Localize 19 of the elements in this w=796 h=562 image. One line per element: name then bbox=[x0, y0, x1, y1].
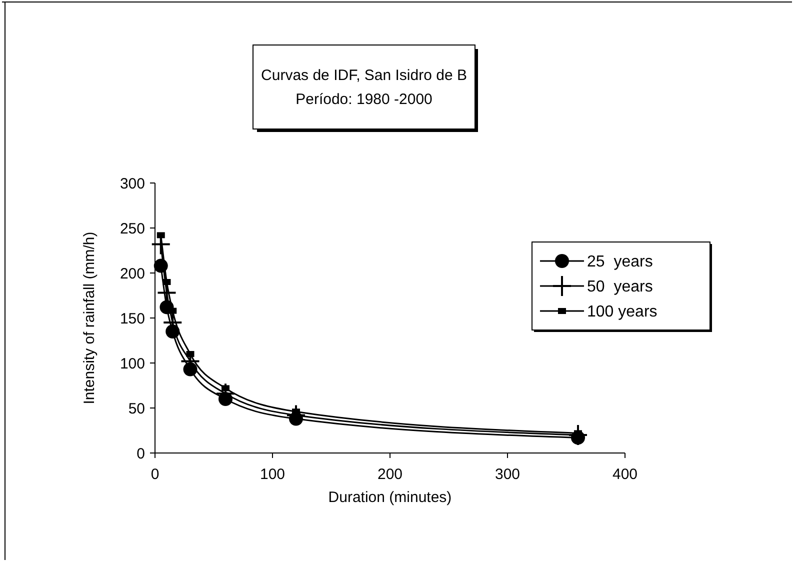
y-tick-label: 150 bbox=[120, 310, 145, 328]
legend-label: 50 years bbox=[587, 278, 653, 296]
x-tick-label: 100 bbox=[260, 466, 286, 483]
legend-label: 25 years bbox=[587, 254, 653, 271]
y-tick-label: 300 bbox=[120, 175, 145, 192]
y-axis-title: Intensity of rainfall (mm/h) bbox=[81, 232, 98, 404]
y-tick-label: 200 bbox=[120, 265, 145, 282]
legend-label: 100 years bbox=[587, 304, 658, 321]
x-tick-label: 0 bbox=[150, 466, 160, 483]
chart-title: Curvas de IDF, San Isidro de B bbox=[261, 67, 467, 84]
y-tick-label: 250 bbox=[120, 220, 145, 238]
chart-subtitle: Período: 1980 -2000 bbox=[296, 91, 432, 108]
y-tick-label: 50 bbox=[128, 400, 145, 418]
y-tick-label: 0 bbox=[136, 445, 145, 462]
x-tick-label: 400 bbox=[612, 466, 638, 483]
x-tick-label: 200 bbox=[377, 466, 403, 483]
x-axis-title: Duration (minutes) bbox=[328, 489, 452, 506]
x-tick-label: 300 bbox=[494, 466, 520, 483]
y-tick-label: 100 bbox=[120, 355, 145, 372]
